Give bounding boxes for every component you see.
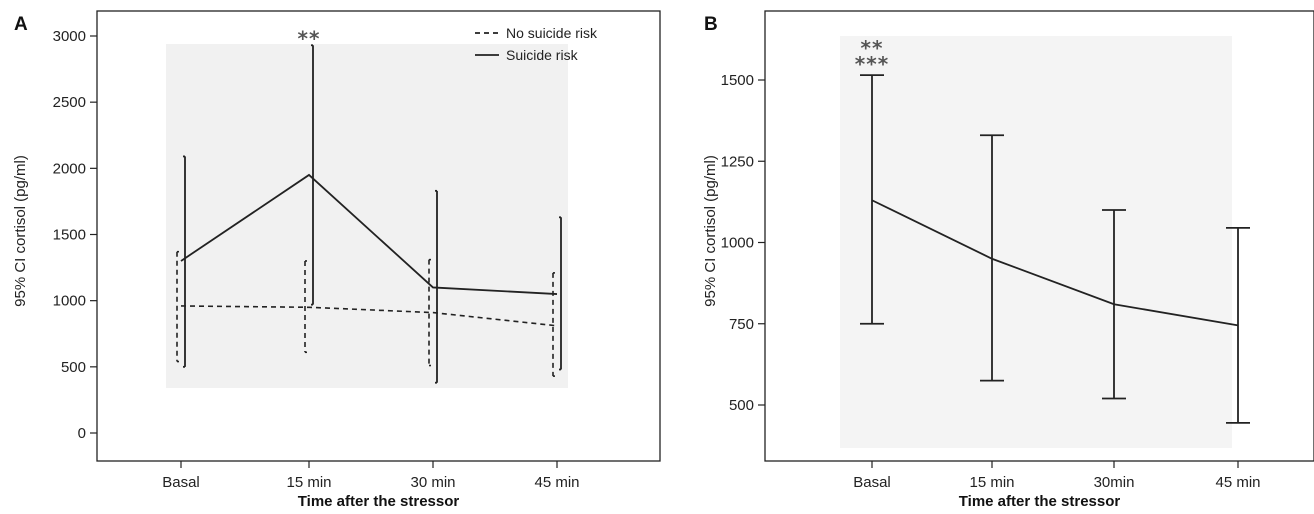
chart-a-xtick-label: 15 min (286, 474, 331, 491)
chart-b-y-axis-label: 95% CI cortisol (pg/ml) (702, 155, 719, 307)
chart-a-x-axis-label: Time after the stressor (298, 493, 460, 510)
chart-panel-b: B 500 750 1000 1250 1500 Basal 15 min 30min 45 mi… (690, 0, 1314, 514)
chart-a-legend-entry: No suicide risk (506, 25, 598, 41)
chart-a-ytick-label: 2000 (53, 160, 86, 177)
chart-b-panel-label: B (704, 14, 718, 35)
chart-a-ytick-label: 1000 (53, 293, 86, 310)
chart-a-svg: A 0 500 1000 1500 2000 2500 3000 Basal 15 min 30 m… (12, 10, 661, 510)
chart-panel-a: A 0 500 1000 1500 2000 2500 3000 Basal 15 min 30 m… (12, 10, 661, 510)
chart-b-plot-background (840, 36, 1232, 448)
chart-b-plot-frame (764, 10, 1314, 462)
chart-a-suicide-risk-line (180, 173, 558, 295)
chart-b-xtick-label: 15 min (969, 474, 1014, 491)
chart-b-ytick-label: 1250 (721, 153, 754, 170)
chart-a-ytick-label: 500 (61, 359, 86, 376)
chart-b-ytick-label: 500 (729, 397, 754, 414)
chart-b-svg: B 500 750 1000 1250 1500 Basal 15 min 30min 45 mi… (702, 10, 1314, 510)
chart-b-ytick-label: 1000 (721, 235, 754, 252)
chart-b-xtick-label: 45 min (1215, 474, 1260, 491)
chart-a-xtick-label: 45 min (534, 474, 579, 491)
chart-a-no-suicide-risk-line (180, 305, 558, 327)
chart-a-significance-annotation: ** (298, 26, 321, 50)
chart-b-series-line (871, 199, 1239, 327)
chart-b-significance-annotation: ** (861, 36, 884, 60)
chart-a-xtick-label: 30 min (410, 474, 455, 491)
chart-b-xtick-label: Basal (853, 474, 891, 491)
chart-a-legend-entry: Suicide risk (506, 47, 579, 63)
chart-b-x-axis-label: Time after the stressor (959, 493, 1121, 510)
chart-b-significance-annotation: *** (855, 52, 889, 76)
chart-b-ytick-label: 1500 (721, 72, 754, 89)
chart-a-xtick-label: Basal (162, 474, 200, 491)
chart-a-ytick-label: 3000 (53, 28, 86, 45)
chart-a-plot-frame (96, 10, 661, 462)
chart-b-ytick-label: 750 (729, 316, 754, 333)
chart-a-plot-background (166, 44, 568, 388)
chart-a-ytick-label: 1500 (53, 227, 86, 244)
chart-a-y-axis-label: 95% CI cortisol (pg/ml) (12, 155, 29, 307)
chart-a-ytick-label: 2500 (53, 94, 86, 111)
chart-b-xtick-label: 30min (1094, 474, 1135, 491)
chart-a-panel-label: A (14, 14, 28, 35)
chart-a-ytick-label: 0 (78, 425, 86, 442)
